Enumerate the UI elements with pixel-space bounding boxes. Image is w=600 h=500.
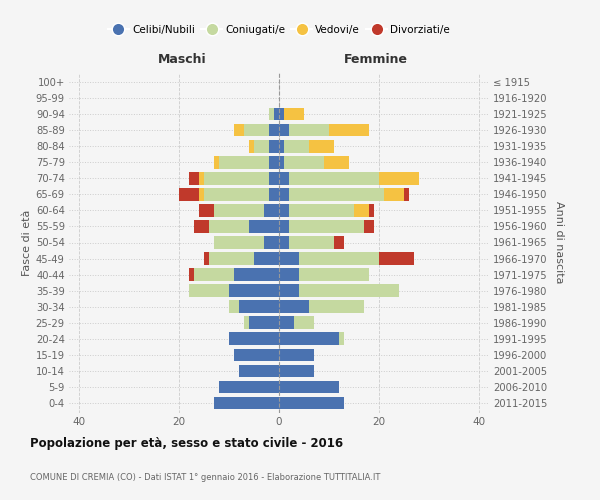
- Bar: [269, 108, 274, 120]
- Bar: [279, 156, 284, 168]
- Bar: [279, 140, 284, 152]
- Bar: [254, 252, 279, 265]
- Bar: [294, 316, 314, 329]
- Bar: [289, 124, 329, 136]
- Bar: [214, 204, 264, 216]
- Bar: [204, 252, 209, 265]
- Bar: [179, 188, 199, 200]
- Bar: [199, 188, 204, 200]
- Bar: [209, 220, 249, 232]
- Bar: [244, 316, 249, 329]
- Bar: [229, 300, 239, 313]
- Bar: [379, 172, 419, 184]
- Bar: [229, 332, 279, 345]
- Bar: [249, 316, 279, 329]
- Bar: [279, 188, 289, 200]
- Bar: [289, 188, 384, 200]
- Bar: [364, 220, 374, 232]
- Bar: [289, 172, 379, 184]
- Bar: [299, 284, 399, 297]
- Bar: [214, 156, 219, 168]
- Bar: [249, 220, 279, 232]
- Bar: [279, 316, 294, 329]
- Y-axis label: Fasce di età: Fasce di età: [22, 210, 32, 276]
- Bar: [289, 236, 334, 249]
- Bar: [214, 396, 279, 409]
- Bar: [284, 156, 324, 168]
- Bar: [269, 140, 279, 152]
- Bar: [279, 300, 309, 313]
- Bar: [189, 172, 199, 184]
- Bar: [194, 220, 209, 232]
- Bar: [284, 108, 304, 120]
- Bar: [234, 124, 244, 136]
- Bar: [289, 220, 364, 232]
- Bar: [254, 140, 269, 152]
- Bar: [339, 332, 344, 345]
- Bar: [234, 348, 279, 361]
- Bar: [279, 268, 299, 281]
- Bar: [324, 156, 349, 168]
- Text: Femmine: Femmine: [344, 52, 407, 66]
- Bar: [334, 236, 344, 249]
- Text: Maschi: Maschi: [158, 52, 207, 66]
- Bar: [279, 108, 284, 120]
- Bar: [239, 300, 279, 313]
- Bar: [279, 396, 344, 409]
- Bar: [279, 380, 339, 393]
- Bar: [279, 124, 289, 136]
- Bar: [279, 332, 339, 345]
- Bar: [189, 268, 194, 281]
- Bar: [234, 268, 279, 281]
- Bar: [204, 172, 269, 184]
- Bar: [269, 124, 279, 136]
- Bar: [214, 236, 264, 249]
- Bar: [269, 156, 279, 168]
- Bar: [199, 172, 204, 184]
- Bar: [379, 252, 414, 265]
- Bar: [209, 252, 254, 265]
- Bar: [309, 300, 364, 313]
- Bar: [189, 284, 229, 297]
- Bar: [264, 204, 279, 216]
- Bar: [244, 124, 269, 136]
- Bar: [284, 140, 309, 152]
- Bar: [249, 140, 254, 152]
- Bar: [219, 156, 269, 168]
- Text: Popolazione per età, sesso e stato civile - 2016: Popolazione per età, sesso e stato civil…: [30, 438, 343, 450]
- Bar: [204, 188, 269, 200]
- Bar: [219, 380, 279, 393]
- Y-axis label: Anni di nascita: Anni di nascita: [554, 201, 565, 283]
- Legend: Celibi/Nubili, Coniugati/e, Vedovi/e, Divorziati/e: Celibi/Nubili, Coniugati/e, Vedovi/e, Di…: [108, 25, 450, 35]
- Bar: [329, 124, 369, 136]
- Bar: [384, 188, 404, 200]
- Bar: [199, 204, 214, 216]
- Bar: [229, 284, 279, 297]
- Bar: [274, 108, 279, 120]
- Bar: [299, 268, 369, 281]
- Bar: [279, 284, 299, 297]
- Bar: [239, 364, 279, 377]
- Bar: [279, 220, 289, 232]
- Bar: [279, 348, 314, 361]
- Bar: [289, 204, 354, 216]
- Bar: [279, 236, 289, 249]
- Bar: [279, 252, 299, 265]
- Bar: [269, 188, 279, 200]
- Bar: [369, 204, 374, 216]
- Bar: [354, 204, 369, 216]
- Bar: [279, 172, 289, 184]
- Bar: [309, 140, 334, 152]
- Bar: [279, 364, 314, 377]
- Bar: [404, 188, 409, 200]
- Bar: [269, 172, 279, 184]
- Bar: [299, 252, 379, 265]
- Bar: [194, 268, 234, 281]
- Bar: [264, 236, 279, 249]
- Bar: [279, 204, 289, 216]
- Text: COMUNE DI CREMIA (CO) - Dati ISTAT 1° gennaio 2016 - Elaborazione TUTTITALIA.IT: COMUNE DI CREMIA (CO) - Dati ISTAT 1° ge…: [30, 473, 380, 482]
